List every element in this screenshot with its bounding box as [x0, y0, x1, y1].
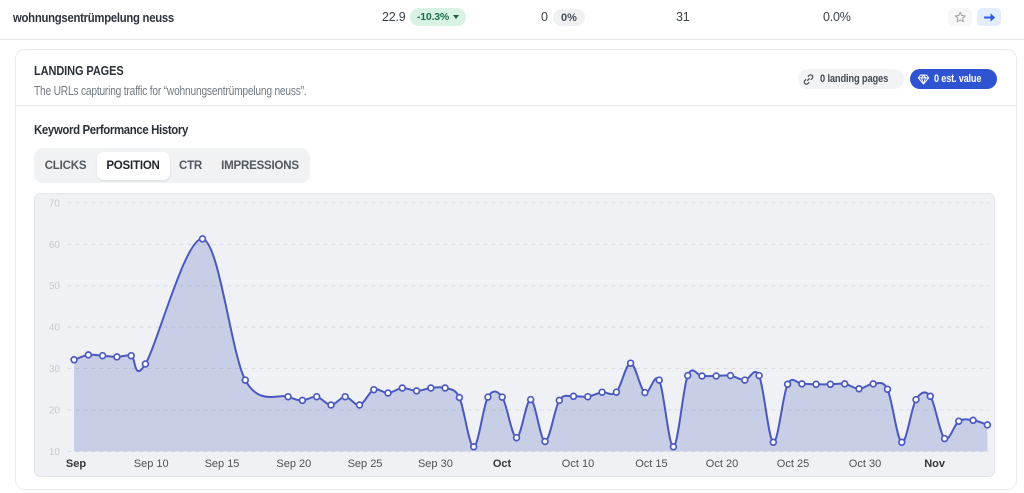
svg-text:Sep 30: Sep 30 [418, 458, 453, 470]
svg-text:Sep 15: Sep 15 [205, 458, 240, 470]
svg-text:Sep: Sep [66, 458, 86, 470]
svg-text:20: 20 [49, 406, 61, 417]
svg-text:70: 70 [49, 198, 61, 209]
svg-text:10: 10 [49, 447, 61, 458]
svg-text:Oct 25: Oct 25 [777, 458, 809, 470]
svg-text:Oct: Oct [493, 458, 512, 470]
svg-text:Nov: Nov [924, 458, 946, 470]
svg-text:Sep 20: Sep 20 [276, 458, 311, 470]
svg-text:Sep 25: Sep 25 [348, 458, 383, 470]
svg-text:Oct 10: Oct 10 [562, 458, 594, 470]
svg-text:Oct 15: Oct 15 [635, 458, 667, 470]
svg-text:Sep 10: Sep 10 [134, 458, 169, 470]
svg-text:50: 50 [49, 281, 61, 292]
svg-text:40: 40 [49, 323, 61, 334]
svg-text:60: 60 [49, 240, 61, 251]
svg-text:Oct 20: Oct 20 [706, 458, 738, 470]
svg-text:30: 30 [49, 364, 61, 375]
svg-text:Oct 30: Oct 30 [849, 458, 881, 470]
